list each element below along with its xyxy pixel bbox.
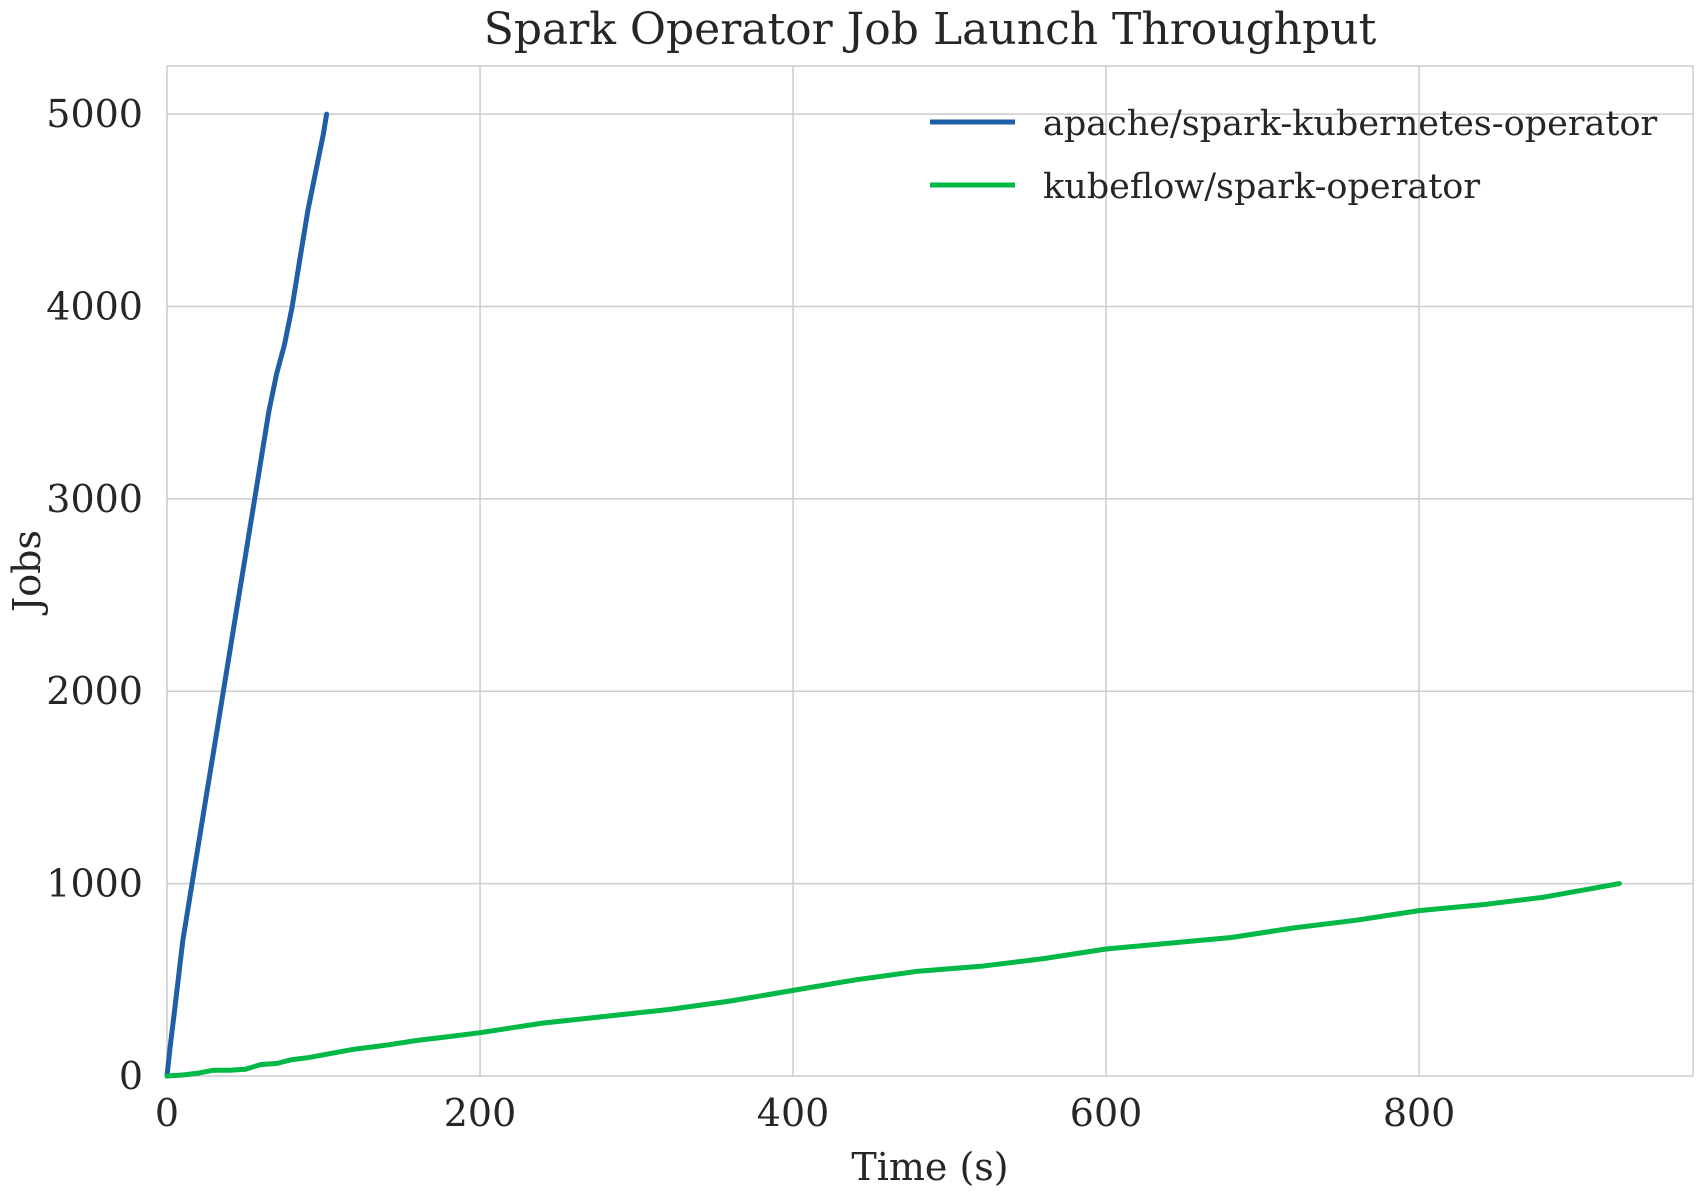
- legend-label-apache: apache/spark-kubernetes-operator: [1043, 104, 1658, 144]
- grid-layer: [167, 66, 1693, 1076]
- series-line-kubeflow: [164, 881, 1622, 1079]
- x-tick-label: 800: [1383, 1091, 1456, 1135]
- x-tick-label: 0: [155, 1091, 179, 1135]
- y-tick-label: 4000: [46, 284, 143, 328]
- y-tick-label: 3000: [46, 477, 143, 521]
- y-tick-label: 2000: [46, 669, 143, 713]
- x-tick-label: 200: [444, 1091, 517, 1135]
- plot-area: [166, 65, 1694, 1077]
- y-tick-label: 5000: [46, 92, 143, 136]
- legend-label-kubeflow: kubeflow/spark-operator: [1043, 167, 1480, 207]
- x-tick-label: 600: [1070, 1091, 1143, 1135]
- tick-layer: 0 200 400 600 800 0 1000 2000 3000 4000 5000: [46, 92, 1455, 1135]
- x-axis-label: Time (s): [851, 1145, 1008, 1189]
- y-tick-label: 1000: [46, 862, 143, 906]
- legend: apache/spark-kubernetes-operator kubeflo…: [930, 104, 1658, 207]
- series-line-apache: [164, 111, 330, 1079]
- series-layer: [164, 111, 1622, 1079]
- y-axis-label: Jobs: [5, 530, 49, 616]
- y-tick-label: 0: [119, 1054, 143, 1098]
- chart-title: Spark Operator Job Launch Throughput: [484, 4, 1377, 55]
- x-tick-label: 400: [757, 1091, 830, 1135]
